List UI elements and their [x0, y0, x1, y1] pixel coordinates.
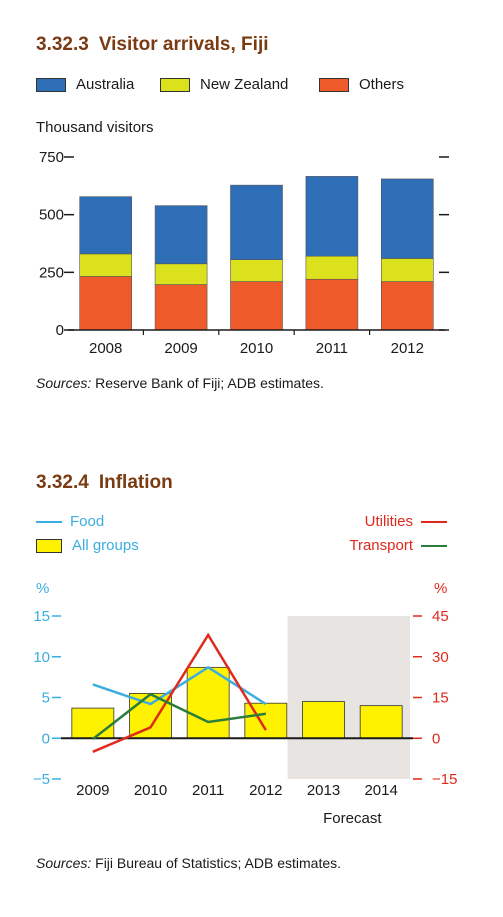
visitor-arrivals-chart: 0 250 500 750 2008 2009 2010 2011 2012 — [39, 149, 449, 357]
y-tick-label: 0 — [42, 730, 50, 747]
legend-label: Utilities — [364, 513, 413, 530]
y-tick-label: 0 — [56, 322, 64, 339]
y-tick-label: 500 — [39, 207, 64, 224]
legend-swatch — [36, 538, 62, 553]
source-text: Fiji Bureau of Statistics; ADB estimates… — [95, 855, 342, 871]
y-tick-label: 15 — [33, 608, 50, 625]
bar-all-groups-2011 — [186, 666, 230, 739]
bar-new-zealand-2010 — [230, 259, 283, 282]
bar-australia-2012 — [380, 178, 434, 259]
y-tick-label: 750 — [39, 149, 64, 166]
source-label: Sources: — [36, 855, 92, 871]
source-text: Reserve Bank of Fiji; ADB estimates. — [95, 375, 324, 391]
bar-new-zealand-2008 — [79, 253, 132, 277]
y-axis-unit: Thousand visitors — [36, 119, 154, 136]
y-tick-label: 10 — [33, 649, 50, 666]
legend-line — [421, 520, 447, 523]
forecast-shade — [287, 616, 410, 779]
bar-new-zealand-2009 — [154, 263, 208, 285]
inflation-chart: −5 0 5 10 15 −15 0 15 30 45 2009 2010 2011 2012 2013 20… — [33, 608, 458, 827]
x-tick-label: 2014 — [364, 782, 397, 799]
y-tick-label: −5 — [33, 771, 50, 788]
y-tick-label: 250 — [39, 264, 64, 281]
x-tick-label: 2013 — [307, 782, 340, 799]
y2-tick-label: 0 — [432, 730, 440, 747]
y2-tick-label: −15 — [432, 771, 457, 788]
legend-utilities: Utilities — [365, 513, 447, 530]
bar-others-2011 — [305, 278, 359, 331]
x-tick-label: 2008 — [89, 340, 122, 357]
chart-source: Sources: Reserve Bank of Fiji; ADB estim… — [36, 375, 324, 391]
bar-new-zealand-2011 — [305, 255, 359, 280]
y2-tick-label: 45 — [432, 608, 449, 625]
legend-label: Transport — [349, 537, 413, 554]
bar-new-zealand-2012 — [380, 258, 434, 282]
chart-title: 3.32.3 Visitor arrivals, Fiji — [36, 34, 269, 56]
legend-line — [421, 544, 447, 547]
x-tick-label: 2011 — [192, 782, 224, 799]
x-tick-label: 2011 — [316, 340, 348, 357]
chart-source: Sources: Fiji Bureau of Statistics; ADB … — [36, 855, 341, 871]
legend-others: Others — [319, 76, 404, 93]
right-axis-unit: % — [434, 580, 448, 597]
source-label: Sources: — [36, 375, 92, 391]
legend-new-zealand: New Zealand — [160, 76, 288, 93]
chart-number: 3.32.3 — [36, 34, 89, 55]
x-tick-label: 2012 — [249, 782, 282, 799]
chart-number: 3.32.4 — [36, 472, 89, 493]
chart-title: 3.32.4 Inflation — [36, 472, 173, 494]
inflation-panel: 3.32.4 Inflation Food All groups Utilitie… — [0, 455, 503, 917]
bar-others-2008 — [79, 276, 132, 331]
x-tick-label: 2010 — [240, 340, 273, 357]
bar-others-2012 — [380, 281, 434, 331]
legend-swatch — [36, 77, 66, 92]
bar-australia-2008 — [79, 196, 132, 255]
line-utilities — [92, 632, 267, 753]
legend-all-groups: All groups — [36, 537, 139, 554]
left-axis-unit: % — [36, 580, 50, 597]
x-tick-label: 2012 — [391, 340, 424, 357]
legend-swatch — [160, 77, 190, 92]
bar-australia-2009 — [154, 205, 208, 265]
legend-transport: Transport — [349, 537, 447, 554]
y-tick-label: 5 — [42, 690, 50, 707]
legend-label: New Zealand — [200, 76, 289, 93]
bar-others-2009 — [154, 284, 208, 331]
chart-title-text: Visitor arrivals, Fiji — [98, 34, 269, 55]
legend-food: Food — [36, 513, 104, 530]
legend-label: Others — [359, 76, 405, 93]
forecast-label: Forecast — [323, 810, 382, 827]
legend-australia: Australia — [36, 76, 134, 93]
line-transport — [92, 692, 267, 741]
bar-others-2010 — [230, 281, 283, 331]
bar-australia-2011 — [305, 176, 359, 257]
visitor-arrivals-panel: 3.32.3 Visitor arrivals, Fiji Australia N… — [0, 0, 503, 420]
bar-all-groups-2013 — [302, 701, 345, 739]
y2-tick-label: 30 — [432, 649, 449, 666]
legend-label: Food — [70, 513, 105, 530]
bar-all-groups-2012 — [244, 702, 288, 739]
bar-all-groups-2009 — [71, 707, 115, 739]
x-tick-label: 2010 — [134, 782, 167, 799]
line-food — [92, 665, 267, 706]
x-tick-label: 2009 — [76, 782, 109, 799]
bar-all-groups-2014 — [359, 705, 403, 739]
legend-label: All groups — [72, 537, 139, 554]
legend-swatch — [319, 77, 349, 92]
chart-title-text: Inflation — [98, 472, 173, 493]
bar-australia-2010 — [230, 184, 283, 260]
legend-line — [36, 520, 62, 523]
legend-label: Australia — [76, 76, 135, 93]
y2-tick-label: 15 — [432, 690, 449, 707]
x-tick-label: 2009 — [164, 340, 197, 357]
